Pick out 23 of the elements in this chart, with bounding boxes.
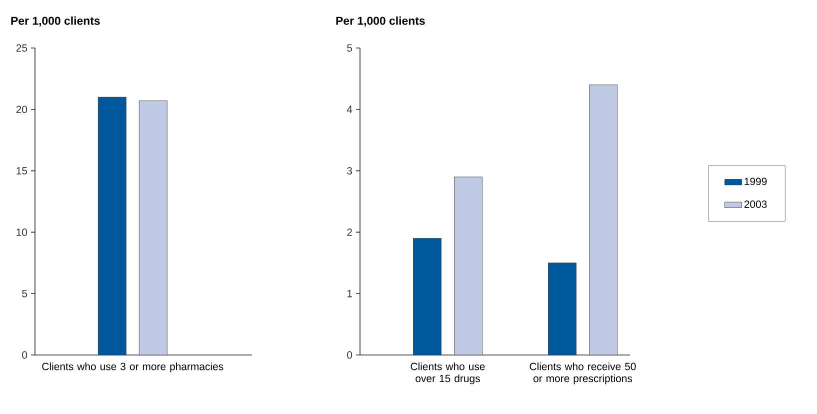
bar bbox=[548, 262, 576, 356]
y-tick-label: 5 bbox=[347, 44, 352, 52]
x-tick-label: Clients who use over 15 drugs bbox=[410, 362, 485, 384]
y-tick-label: 2 bbox=[347, 228, 352, 236]
y-tick-label: 5 bbox=[22, 290, 28, 298]
bar bbox=[413, 238, 442, 356]
x-tick-label: Clients who use 3 or more pharmacies bbox=[42, 362, 224, 372]
legend-label: 1999 bbox=[744, 178, 767, 186]
y-tick-label: 4 bbox=[346, 106, 352, 113]
x-tick-label: Clients who receive 50 or more prescriptions bbox=[530, 362, 636, 384]
bar bbox=[454, 176, 482, 356]
y-tick-label: 15 bbox=[16, 167, 28, 174]
bar bbox=[589, 84, 618, 356]
y-tick-label: 20 bbox=[16, 106, 28, 114]
chart-title: Per 1,000 clients bbox=[11, 16, 100, 26]
y-tick-label: 0 bbox=[22, 351, 28, 359]
y-tick-label: 10 bbox=[16, 228, 28, 236]
y-tick-label: 3 bbox=[347, 167, 352, 175]
y-tick-label: 0 bbox=[347, 351, 352, 359]
y-tick-label: 1 bbox=[347, 290, 352, 298]
chart-title: Per 1,000 clients bbox=[336, 16, 425, 26]
y-tick-label: 25 bbox=[16, 44, 28, 52]
legend-label: 2003 bbox=[744, 200, 767, 208]
